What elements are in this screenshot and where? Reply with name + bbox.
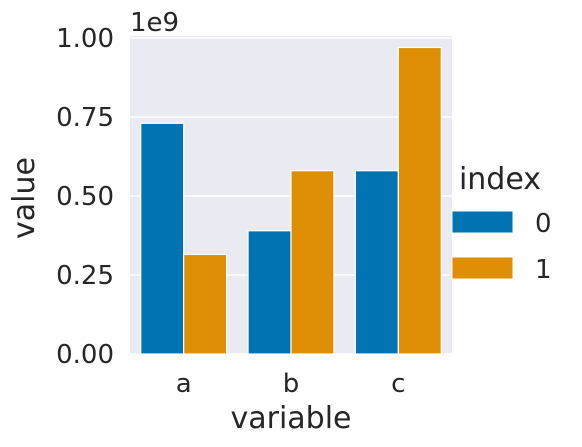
bar-b-1 (290, 170, 335, 355)
x-tick-label: b (283, 369, 300, 399)
bar-a-1 (183, 253, 228, 355)
y-tick-label: 0.75 (56, 103, 114, 133)
y-tick-label: 0.25 (56, 261, 114, 291)
bar-b-0 (247, 230, 292, 355)
legend-swatch-0 (451, 210, 514, 234)
y-axis-label: value (7, 157, 42, 239)
x-tick-label: a (176, 369, 192, 399)
y-tick-labels: 0.00 0.25 0.50 0.75 1.00 (56, 24, 114, 370)
bars (140, 46, 442, 355)
legend-label-1: 1 (535, 255, 552, 285)
x-axis-label: variable (230, 401, 351, 436)
legend-swatch-1 (451, 256, 514, 280)
legend: index 0 1 (451, 162, 552, 285)
x-tick-labels: a b c (176, 369, 406, 399)
bar-a-0 (140, 122, 185, 355)
bar-c-1 (397, 46, 442, 355)
y-offset-label: 1e9 (130, 8, 179, 38)
y-tick-label: 0.50 (56, 182, 114, 212)
y-tick-label: 1.00 (56, 24, 114, 54)
y-tick-label: 0.00 (56, 340, 114, 370)
bar-c-0 (354, 170, 399, 355)
legend-label-0: 0 (535, 209, 552, 239)
x-tick-label: c (391, 369, 405, 399)
legend-title: index (459, 162, 541, 197)
